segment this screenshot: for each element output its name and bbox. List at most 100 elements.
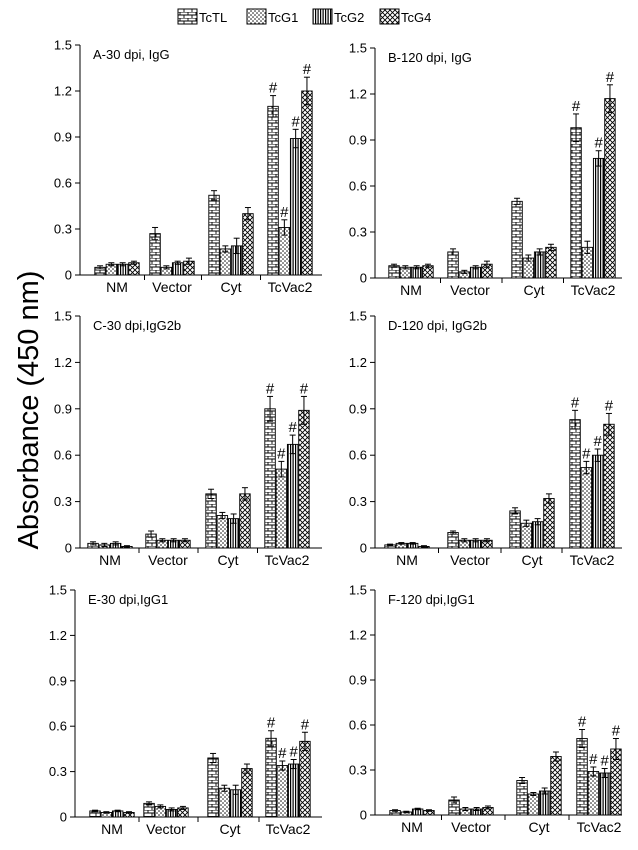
y-tick-label: 0.3 [54,222,72,237]
significance-mark: # [278,745,287,762]
y-tick-label: 1.5 [49,583,67,598]
x-tick-label: TcVac2 [268,279,313,295]
legend: TcTL TcG1 TcG2 TcG4 [177,8,431,25]
x-tick-label: TcVac2 [570,552,615,568]
significance-mark: # [266,380,275,397]
legend-item-tcg4: TcG4 [379,8,431,25]
bar-tcg2-cyt [533,251,546,279]
y-tick-label: 0.3 [349,763,367,778]
y-tick-label: 0.9 [349,133,367,148]
y-tick-label: 1.5 [349,309,367,324]
x-tick-label: Vector [451,819,491,835]
chart-panel-c: 0 0.3 0.6 0.9 1.2 1.5 C-30 dpi,IgG2b NM Vector Cy… [54,309,322,568]
y-tick-label: 0.9 [349,401,367,416]
panel-title: E-30 dpi,IgG1 [88,592,168,607]
significance-mark: # [589,751,598,768]
panel-title: A-30 dpi, IgG [93,47,170,62]
y-tick-label: 0.9 [54,130,72,145]
bar-tctl-cyt [205,493,217,549]
bar-tctl-tcvac2 [569,419,581,549]
bar-tcg2-tcvac2 [287,763,300,818]
x-tick-label: Cyt [522,552,543,568]
bar-tctl-vector [143,802,155,818]
bar-tctl-cyt [207,757,219,818]
legend-item-tcg2: TcG2 [312,8,364,25]
bar-tcg1-cyt [219,248,232,276]
significance-mark: # [593,433,602,450]
legend-swatch-tcg1 [246,8,267,25]
legend-item-tctl: TcTL [177,8,227,25]
y-tick-label: 0.3 [54,494,72,509]
x-tick-label: Vector [450,552,490,568]
y-tick-label: 0.6 [54,448,72,463]
y-tick-label: 0.6 [49,719,67,734]
bar-tcg4-cyt [545,246,557,279]
legend-item-tcg1: TcG1 [246,8,298,25]
bar-tctl-cyt [516,780,528,816]
y-tick-label: 0 [65,541,72,556]
y-tick-label: 1.5 [349,583,367,598]
chart-panel-e: 0 0.3 0.6 0.9 1.2 1.5 E-30 dpi,IgG1 NM Vector Cyt… [49,583,322,837]
bar-tcg1-tcvac2 [580,467,593,549]
significance-mark: # [289,743,298,760]
bar-tcg4-cyt [241,768,253,818]
bar-tctl-cyt [208,194,220,276]
significance-mark: # [600,753,609,770]
significance-mark: # [300,380,309,397]
x-tick-label: NM [396,552,418,568]
y-tick-label: 0.9 [49,673,67,688]
bar-tcg1-tcvac2 [276,765,289,818]
y-tick-label: 1.2 [49,628,67,643]
y-tick-label: 1.2 [349,628,367,643]
bar-tctl-tcvac2 [264,408,276,549]
significance-mark: # [267,715,276,732]
bar-tcg2-tcvac2 [598,772,611,816]
y-tick-label: 1.2 [349,355,367,370]
significance-mark: # [582,445,591,462]
significance-mark: # [594,135,603,152]
bar-tcg2-tcvac2 [286,443,299,549]
bar-tcg1-cyt [527,793,540,816]
y-tick-label: 1.5 [349,41,367,56]
y-tick-label: 0.6 [349,448,367,463]
significance-mark: # [269,80,278,97]
chart-panel-a: 0 0.3 0.6 0.9 1.2 1.5 A-30 dpi, IgG NM Vector Cyt… [54,38,322,295]
y-tick-label: 0.3 [349,225,367,240]
legend-label-tcg2: TcG2 [334,10,364,25]
x-tick-label: Vector [450,282,490,298]
significance-mark: # [605,397,614,414]
bar-tcg4-cyt [239,493,251,549]
bar-tcg4-cyt [550,756,562,816]
y-tick-label: 0.3 [49,764,67,779]
bar-tcg4-tcvac2 [603,423,615,549]
panel-title: F-120 dpi,IgG1 [388,592,475,607]
y-axis-label: Absorbance (450 nm) [13,271,45,550]
bar-tcg2-tcvac2 [591,454,604,549]
bar-tcg4-tcvac2 [299,740,311,818]
significance-mark: # [288,419,297,436]
bar-tcg2-tcvac2 [289,138,302,276]
y-tick-label: 1.2 [54,355,72,370]
bar-tctl-tcvac2 [265,737,277,818]
y-tick-label: 1.5 [54,309,72,324]
bar-tcg4-tcvac2 [604,98,616,279]
bar-tcg4-cyt [543,498,555,549]
legend-label-tctl: TcTL [199,10,227,25]
significance-mark: # [280,204,289,221]
y-tick-label: 1.2 [349,87,367,102]
chart-panel-d: 0 0.3 0.6 0.9 1.2 1.5 D-120 dpi, IgG2b NM Vector… [349,309,622,568]
x-tick-label: TcVac2 [265,552,310,568]
bar-tctl-vector [447,532,459,549]
bar-tctl-tcvac2 [570,127,582,279]
bar-tcg4-tcvac2 [301,90,313,276]
significance-mark: # [612,723,621,740]
y-tick-label: 0.9 [349,673,367,688]
significance-mark: # [291,113,300,130]
significance-mark: # [578,714,587,731]
x-tick-label: NM [400,282,422,298]
bar-tcg1-cyt [216,515,229,549]
x-tick-label: NM [106,279,128,295]
y-tick-label: 0 [60,810,67,825]
y-tick-label: 0.6 [349,718,367,733]
